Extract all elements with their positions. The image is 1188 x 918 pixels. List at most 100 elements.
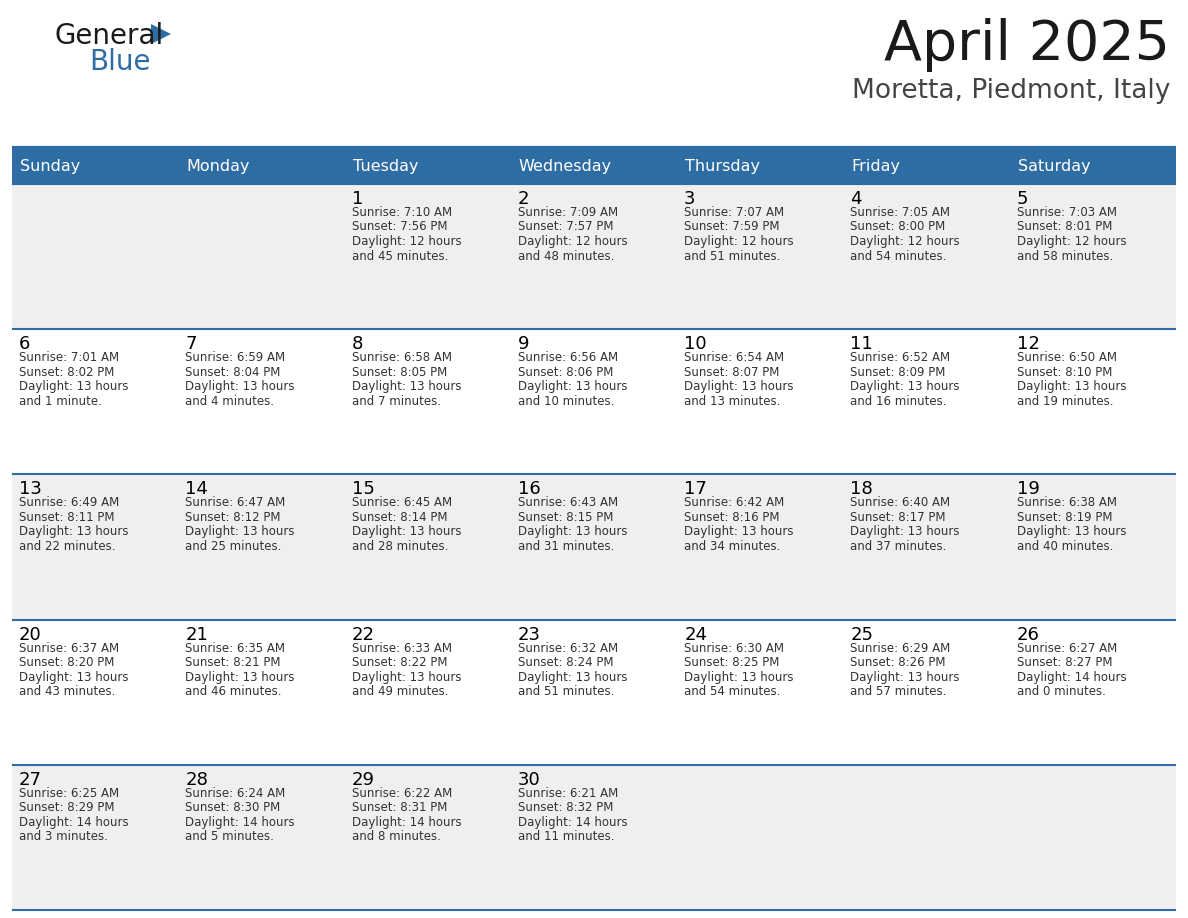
Text: Sunrise: 6:42 AM: Sunrise: 6:42 AM <box>684 497 784 509</box>
Text: Sunrise: 6:33 AM: Sunrise: 6:33 AM <box>352 642 451 655</box>
Text: Sunrise: 6:21 AM: Sunrise: 6:21 AM <box>518 787 618 800</box>
Text: and 48 minutes.: and 48 minutes. <box>518 250 614 263</box>
Text: Tuesday: Tuesday <box>353 159 418 174</box>
Text: Sunrise: 6:32 AM: Sunrise: 6:32 AM <box>518 642 618 655</box>
Text: Sunrise: 6:29 AM: Sunrise: 6:29 AM <box>851 642 950 655</box>
Text: and 16 minutes.: and 16 minutes. <box>851 395 947 408</box>
Text: 22: 22 <box>352 625 374 644</box>
Bar <box>12 475 1176 620</box>
Text: Sunrise: 6:50 AM: Sunrise: 6:50 AM <box>1017 352 1117 364</box>
Text: Sunset: 8:25 PM: Sunset: 8:25 PM <box>684 656 779 669</box>
Text: Sunrise: 7:05 AM: Sunrise: 7:05 AM <box>851 206 950 219</box>
Text: Daylight: 13 hours: Daylight: 13 hours <box>19 525 128 538</box>
Text: Sunrise: 6:24 AM: Sunrise: 6:24 AM <box>185 787 285 800</box>
Text: and 57 minutes.: and 57 minutes. <box>851 685 947 698</box>
Text: Sunset: 8:04 PM: Sunset: 8:04 PM <box>185 365 280 379</box>
Text: Daylight: 13 hours: Daylight: 13 hours <box>518 525 627 538</box>
Text: and 49 minutes.: and 49 minutes. <box>352 685 448 698</box>
Text: and 37 minutes.: and 37 minutes. <box>851 540 947 553</box>
Text: and 1 minute.: and 1 minute. <box>19 395 102 408</box>
Text: Sunset: 8:26 PM: Sunset: 8:26 PM <box>851 656 946 669</box>
Text: Sunset: 8:09 PM: Sunset: 8:09 PM <box>851 365 946 379</box>
Text: Sunset: 8:24 PM: Sunset: 8:24 PM <box>518 656 613 669</box>
Text: Sunrise: 6:37 AM: Sunrise: 6:37 AM <box>19 642 119 655</box>
Text: Daylight: 13 hours: Daylight: 13 hours <box>684 671 794 684</box>
Bar <box>12 620 1176 765</box>
Text: Sunset: 8:00 PM: Sunset: 8:00 PM <box>851 220 946 233</box>
Text: 27: 27 <box>19 771 42 789</box>
Text: and 46 minutes.: and 46 minutes. <box>185 685 282 698</box>
Polygon shape <box>151 24 171 44</box>
Text: Sunday: Sunday <box>20 159 81 174</box>
Text: Daylight: 13 hours: Daylight: 13 hours <box>1017 380 1126 393</box>
Text: Sunrise: 6:43 AM: Sunrise: 6:43 AM <box>518 497 618 509</box>
Text: Daylight: 12 hours: Daylight: 12 hours <box>518 235 627 248</box>
Text: Daylight: 13 hours: Daylight: 13 hours <box>352 671 461 684</box>
Text: and 40 minutes.: and 40 minutes. <box>1017 540 1113 553</box>
Text: Daylight: 14 hours: Daylight: 14 hours <box>185 816 295 829</box>
Text: Daylight: 12 hours: Daylight: 12 hours <box>1017 235 1126 248</box>
Text: and 4 minutes.: and 4 minutes. <box>185 395 274 408</box>
Text: Saturday: Saturday <box>1018 159 1091 174</box>
Text: and 19 minutes.: and 19 minutes. <box>1017 395 1113 408</box>
Text: Sunset: 8:30 PM: Sunset: 8:30 PM <box>185 801 280 814</box>
Text: 6: 6 <box>19 335 31 353</box>
Text: Sunset: 8:05 PM: Sunset: 8:05 PM <box>352 365 447 379</box>
Text: 24: 24 <box>684 625 707 644</box>
Text: 23: 23 <box>518 625 541 644</box>
Text: Sunrise: 6:25 AM: Sunrise: 6:25 AM <box>19 787 119 800</box>
Text: Sunrise: 6:58 AM: Sunrise: 6:58 AM <box>352 352 451 364</box>
Text: Sunrise: 7:09 AM: Sunrise: 7:09 AM <box>518 206 618 219</box>
Text: 29: 29 <box>352 771 374 789</box>
Text: 21: 21 <box>185 625 208 644</box>
Bar <box>677 148 843 184</box>
Text: Sunset: 8:15 PM: Sunset: 8:15 PM <box>518 511 613 524</box>
Text: Daylight: 13 hours: Daylight: 13 hours <box>851 671 960 684</box>
Text: and 34 minutes.: and 34 minutes. <box>684 540 781 553</box>
Text: Moretta, Piedmont, Italy: Moretta, Piedmont, Italy <box>852 78 1170 104</box>
Text: Sunset: 8:12 PM: Sunset: 8:12 PM <box>185 511 280 524</box>
Text: Sunset: 8:21 PM: Sunset: 8:21 PM <box>185 656 280 669</box>
Text: Daylight: 13 hours: Daylight: 13 hours <box>19 671 128 684</box>
Text: 1: 1 <box>352 190 364 208</box>
Text: Thursday: Thursday <box>685 159 760 174</box>
Text: Daylight: 13 hours: Daylight: 13 hours <box>518 671 627 684</box>
Text: Daylight: 14 hours: Daylight: 14 hours <box>1017 671 1126 684</box>
Text: Sunrise: 6:22 AM: Sunrise: 6:22 AM <box>352 787 451 800</box>
Text: Daylight: 12 hours: Daylight: 12 hours <box>851 235 960 248</box>
Text: Sunrise: 6:54 AM: Sunrise: 6:54 AM <box>684 352 784 364</box>
Text: Daylight: 13 hours: Daylight: 13 hours <box>19 380 128 393</box>
Text: 10: 10 <box>684 335 707 353</box>
Text: Sunrise: 7:01 AM: Sunrise: 7:01 AM <box>19 352 119 364</box>
Bar <box>12 765 1176 910</box>
Text: 25: 25 <box>851 625 873 644</box>
Bar <box>511 148 677 184</box>
Text: Sunset: 8:11 PM: Sunset: 8:11 PM <box>19 511 114 524</box>
Text: 2: 2 <box>518 190 530 208</box>
Bar <box>345 148 511 184</box>
Text: 8: 8 <box>352 335 364 353</box>
Text: 17: 17 <box>684 480 707 498</box>
Text: Sunrise: 6:30 AM: Sunrise: 6:30 AM <box>684 642 784 655</box>
Text: Sunrise: 6:56 AM: Sunrise: 6:56 AM <box>518 352 618 364</box>
Text: Sunset: 8:31 PM: Sunset: 8:31 PM <box>352 801 447 814</box>
Text: 26: 26 <box>1017 625 1040 644</box>
Text: Sunset: 8:29 PM: Sunset: 8:29 PM <box>19 801 114 814</box>
Text: Sunrise: 6:59 AM: Sunrise: 6:59 AM <box>185 352 285 364</box>
Text: and 31 minutes.: and 31 minutes. <box>518 540 614 553</box>
Text: Daylight: 13 hours: Daylight: 13 hours <box>352 525 461 538</box>
Text: Sunset: 8:01 PM: Sunset: 8:01 PM <box>1017 220 1112 233</box>
Text: and 3 minutes.: and 3 minutes. <box>19 830 108 844</box>
Text: 5: 5 <box>1017 190 1029 208</box>
Text: General: General <box>55 22 164 50</box>
Text: Sunrise: 6:40 AM: Sunrise: 6:40 AM <box>851 497 950 509</box>
Text: and 8 minutes.: and 8 minutes. <box>352 830 441 844</box>
Text: 7: 7 <box>185 335 197 353</box>
Text: Daylight: 12 hours: Daylight: 12 hours <box>352 235 461 248</box>
Text: Daylight: 13 hours: Daylight: 13 hours <box>185 525 295 538</box>
Text: April 2025: April 2025 <box>884 18 1170 72</box>
Bar <box>12 148 178 184</box>
Text: Sunset: 8:19 PM: Sunset: 8:19 PM <box>1017 511 1112 524</box>
Text: Daylight: 12 hours: Daylight: 12 hours <box>684 235 794 248</box>
Text: Sunrise: 6:27 AM: Sunrise: 6:27 AM <box>1017 642 1117 655</box>
